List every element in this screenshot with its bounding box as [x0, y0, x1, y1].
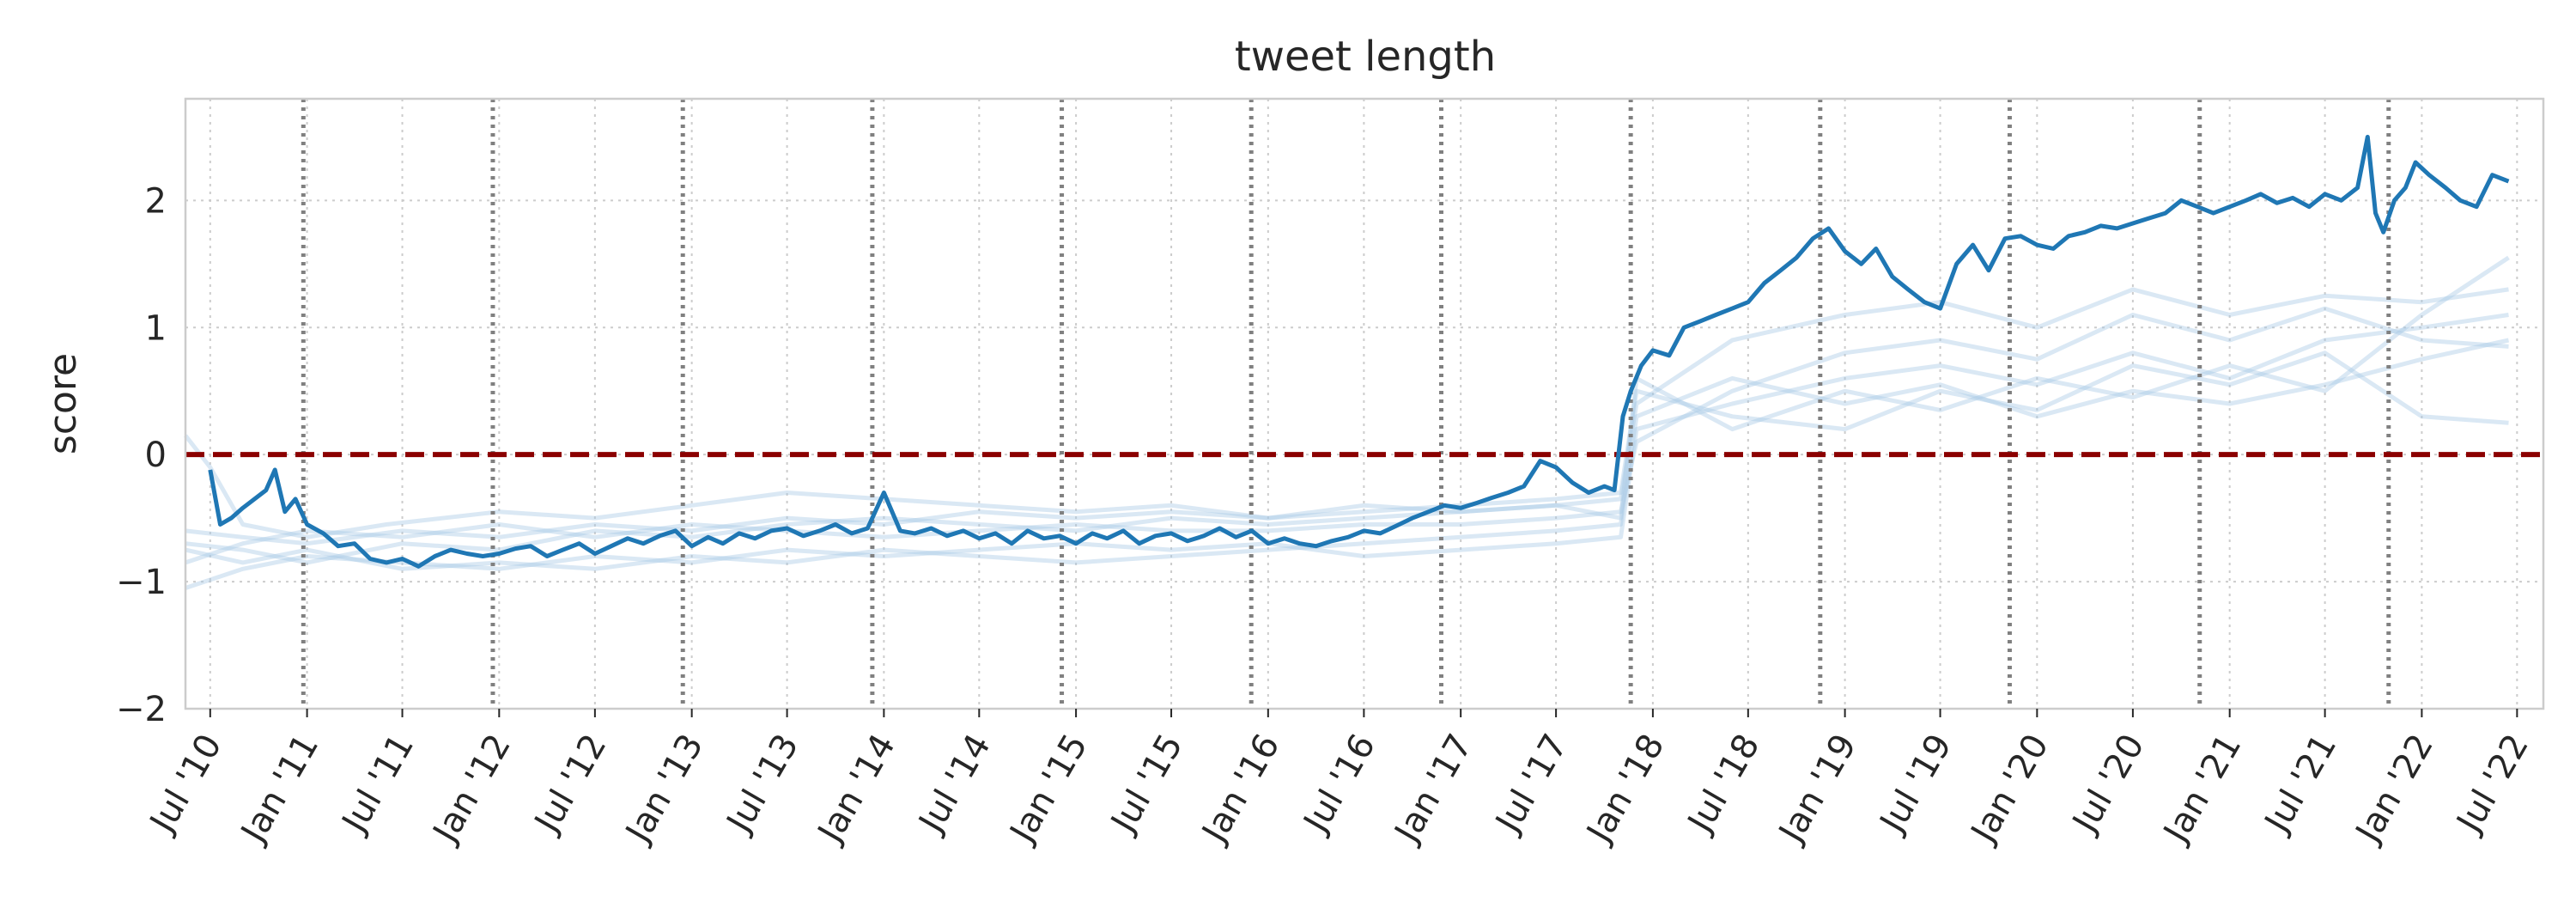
x-tick-label: Jan '13: [617, 728, 711, 851]
x-tick-label: Jan '14: [810, 728, 903, 851]
background-series-line-5: [185, 255, 2510, 546]
x-tick-label: Jan '12: [424, 728, 518, 851]
x-axis-ticks: Jul '10 Jan '11 Jul '11 Jan '12 Jul '12 Jan '…: [142, 709, 2537, 851]
background-series-line-2: [185, 313, 2509, 590]
x-tick-label: Jul '13: [718, 728, 806, 841]
y-axis-ticks: −2 −1 0 1 2: [116, 181, 167, 729]
vertical-markers: [301, 99, 2391, 709]
y-tick-label: 2: [145, 181, 167, 221]
grid: [185, 99, 2543, 710]
x-tick-label: Jan '17: [1386, 728, 1479, 851]
x-tick-label: Jan '18: [1578, 728, 1672, 851]
y-tick-label: −1: [116, 563, 167, 602]
main-series-group: [208, 134, 2510, 569]
y-tick-label: −2: [116, 690, 167, 729]
chart-title: tweet length: [1235, 33, 1496, 81]
x-tick-label: Jul '18: [1680, 728, 1768, 841]
y-tick-label: 0: [145, 436, 167, 475]
y-tick-label: 1: [145, 308, 167, 348]
x-tick-label: Jul '21: [2257, 728, 2345, 841]
x-tick-label: Jan '16: [1194, 728, 1287, 851]
background-series-line-4: [185, 338, 2510, 571]
background-series-line-3: [185, 306, 2509, 565]
x-tick-label: Jul '15: [1103, 728, 1191, 841]
x-tick-label: Jan '19: [1771, 728, 1864, 851]
y-axis-label: score: [41, 353, 85, 454]
background-series-group: [184, 255, 2510, 590]
x-tick-label: Jan '20: [1963, 728, 2057, 851]
x-tick-label: Jan '22: [2348, 728, 2441, 851]
background-series-line-0: [184, 350, 2509, 539]
background-series-line-1: [185, 287, 2509, 565]
x-tick-label: Jul '11: [333, 728, 422, 841]
x-tick-label: Jul '16: [1295, 728, 1383, 841]
x-tick-label: Jan '15: [1001, 728, 1095, 851]
x-tick-label: Jan '21: [2155, 728, 2249, 851]
x-tick-label: Jul '14: [910, 728, 999, 841]
x-tick-label: Jan '11: [233, 728, 326, 851]
x-tick-label: Jul '20: [2064, 728, 2153, 841]
x-tick-label: Jul '19: [1871, 728, 1959, 841]
main-series-line: [208, 134, 2510, 569]
x-tick-label: Jul '10: [142, 728, 230, 841]
x-tick-label: Jul '17: [1487, 728, 1576, 841]
x-tick-label: Jul '12: [526, 728, 615, 841]
x-tick-label: Jul '22: [2448, 728, 2537, 841]
